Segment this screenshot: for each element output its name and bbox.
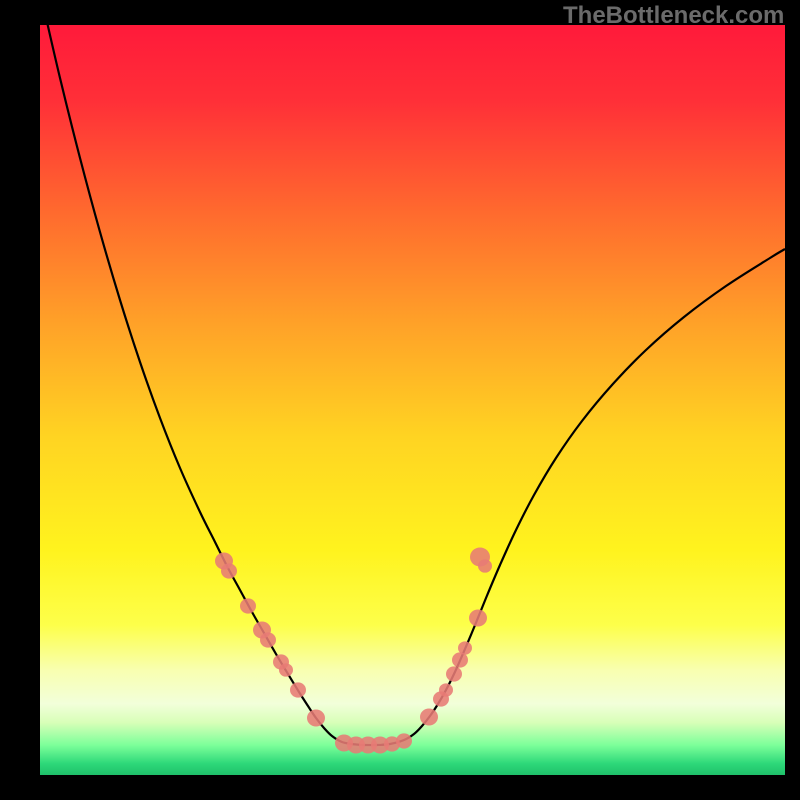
marker-left-2 [240, 598, 256, 613]
plot-background [40, 25, 785, 775]
marker-right-6 [469, 609, 487, 626]
marker-left-8 [307, 709, 325, 726]
marker-right-8 [478, 559, 492, 572]
marker-right-5 [458, 641, 472, 654]
marker-left-7 [290, 682, 306, 697]
plot-area [0, 0, 800, 800]
marker-right-2 [439, 683, 453, 696]
marker-right-4 [452, 652, 468, 667]
chart-svg [0, 0, 800, 800]
marker-left-6 [279, 663, 293, 676]
watermark-text: TheBottleneck.com [563, 2, 784, 30]
marker-left-1 [221, 563, 237, 578]
marker-left-4 [260, 632, 276, 647]
marker-bottom-5 [396, 733, 412, 748]
chart-container: TheBottleneck.com [0, 0, 800, 800]
marker-right-3 [446, 666, 462, 681]
marker-right-0 [420, 708, 438, 725]
